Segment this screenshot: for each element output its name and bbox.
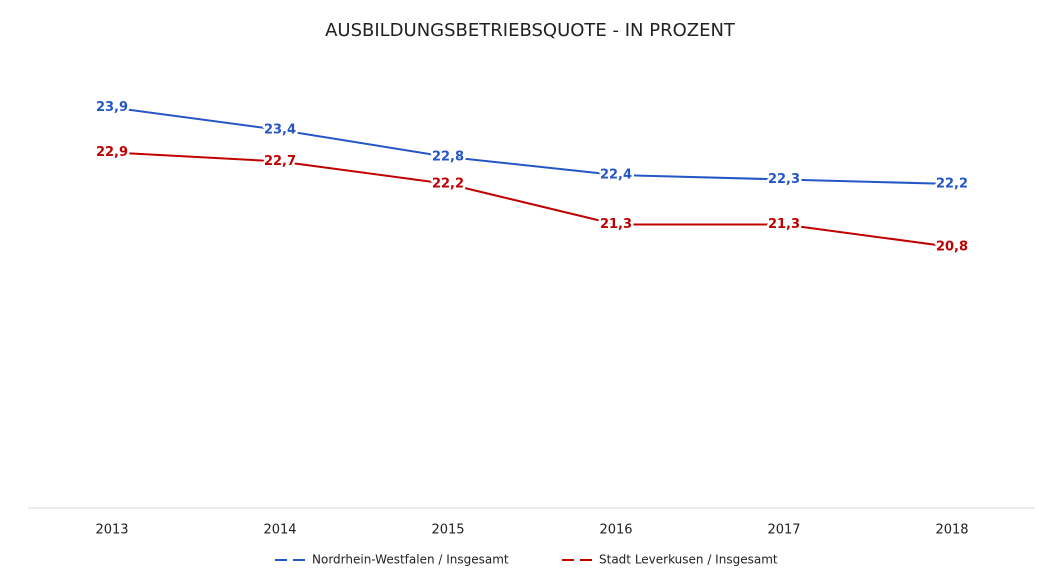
chart-title: AUSBILDUNGSBETRIEBSQUOTE - IN PROZENT xyxy=(325,20,736,41)
data-label: 21,3 xyxy=(768,217,800,232)
series-line xyxy=(111,151,953,248)
data-label: 22,3 xyxy=(768,172,800,187)
data-label: 22,4 xyxy=(600,168,632,183)
x-tick-label: 2014 xyxy=(263,523,296,538)
data-label: 20,8 xyxy=(936,240,968,255)
x-tick-label: 2018 xyxy=(935,523,968,538)
data-label: 22,2 xyxy=(936,177,968,192)
data-label: 23,4 xyxy=(264,123,296,138)
data-label: 21,3 xyxy=(600,217,632,232)
x-tick-label: 2015 xyxy=(431,523,464,538)
series-line xyxy=(111,106,953,185)
x-tick-label: 2016 xyxy=(599,523,632,538)
data-label: 22,7 xyxy=(264,154,296,169)
data-label: 23,9 xyxy=(96,100,128,115)
x-tick-label: 2013 xyxy=(95,523,128,538)
legend-label: Nordrhein-Westfalen / Insgesamt xyxy=(312,553,509,567)
legend-label: Stadt Leverkusen / Insgesamt xyxy=(599,553,778,567)
data-label: 22,2 xyxy=(432,177,464,192)
x-tick-label: 2017 xyxy=(767,523,800,538)
data-label: 22,9 xyxy=(96,145,128,160)
data-label: 22,8 xyxy=(432,150,464,165)
